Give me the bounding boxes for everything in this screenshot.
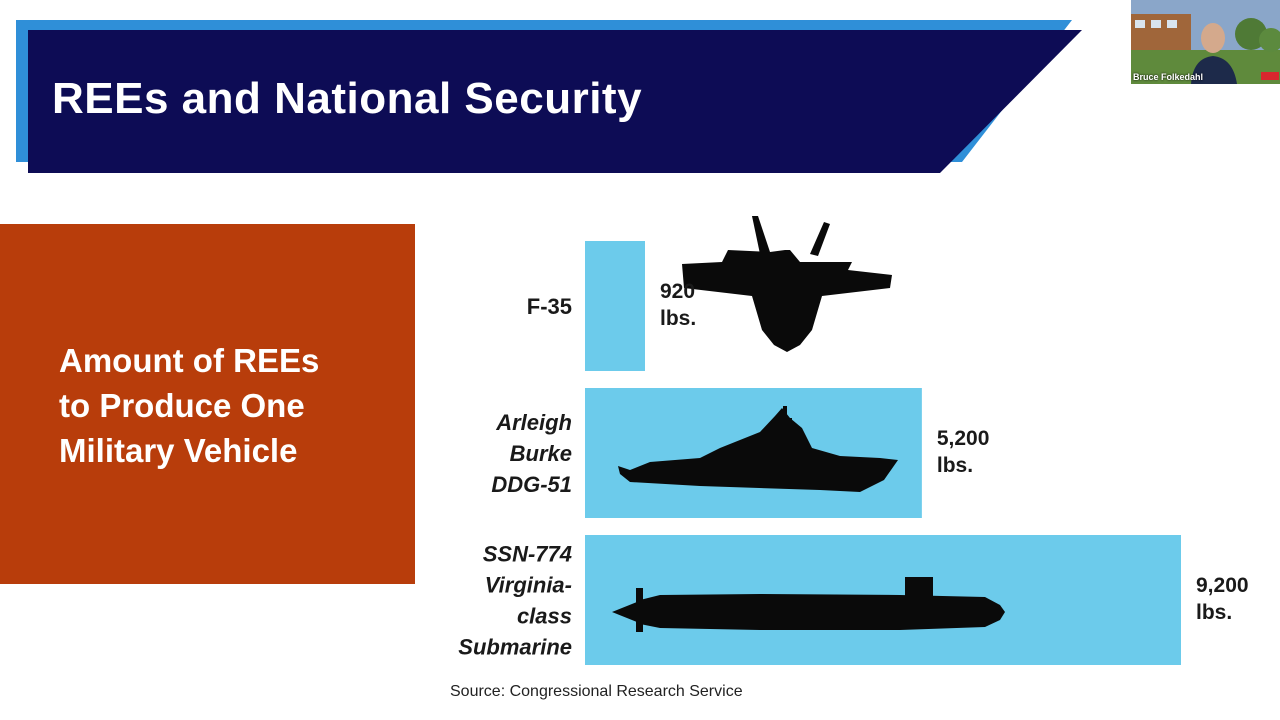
destroyer-ship-icon <box>618 406 898 492</box>
value-label-0: 920 lbs. <box>660 280 696 330</box>
callout-box: Amount of REEs to Produce One Military V… <box>0 224 415 584</box>
value-label-1: 5,200 lbs. <box>937 427 990 477</box>
value-label-2: 9,200 lbs. <box>1196 574 1249 624</box>
bar-0 <box>585 241 645 371</box>
fighter-jet-icon <box>682 216 892 352</box>
title-banner <box>16 20 1082 173</box>
webcam-video-icon <box>1131 0 1280 84</box>
category-label-0: F-35 <box>527 294 572 319</box>
submarine-icon <box>612 577 1005 632</box>
participant-name: Bruce Folkedahl <box>1133 72 1204 82</box>
category-label-2: SSN-774 Virginia-class Submarine <box>458 542 572 660</box>
slide-title: REEs and National Security <box>52 74 643 123</box>
category-label-1: Arleigh Burke DDG-51 <box>491 410 572 497</box>
webcam-thumbnail[interactable]: Bruce Folkedahl <box>1131 0 1280 84</box>
source-note: Source: Congressional Research Service <box>450 683 743 700</box>
banner-navy-shape <box>28 30 1082 173</box>
callout-text: Amount of REEs to Produce One Military V… <box>59 342 320 469</box>
